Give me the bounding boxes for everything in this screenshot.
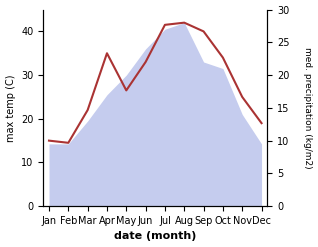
X-axis label: date (month): date (month) — [114, 231, 197, 242]
Y-axis label: max temp (C): max temp (C) — [5, 74, 16, 142]
Y-axis label: med. precipitation (kg/m2): med. precipitation (kg/m2) — [303, 47, 313, 169]
